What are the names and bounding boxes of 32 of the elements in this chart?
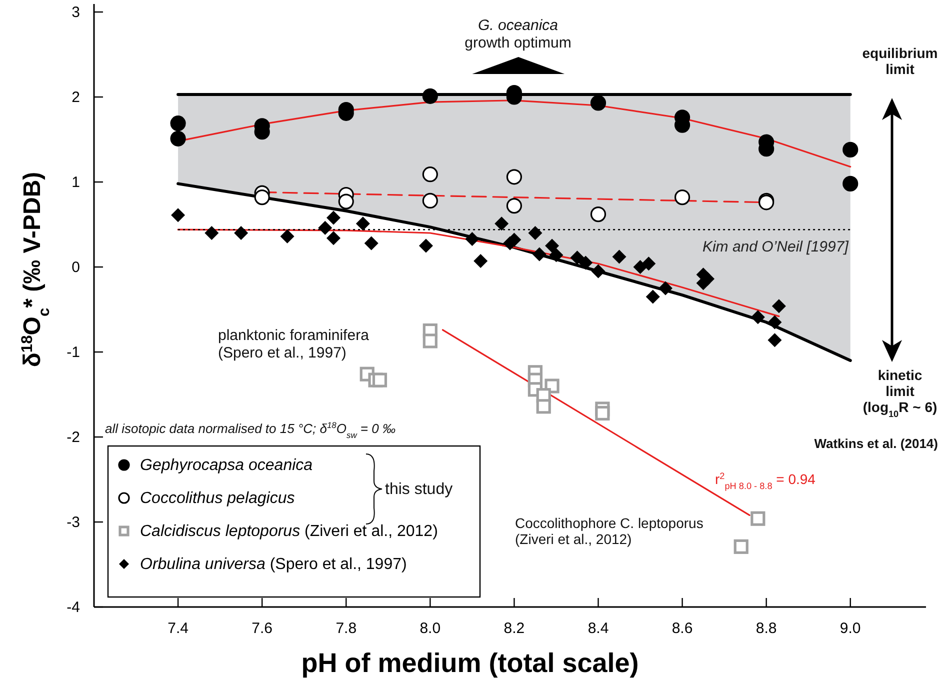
y-tick-label: 2 [72,89,80,106]
y-tick-label: 1 [72,174,80,191]
x-tick-label: 8.8 [756,620,777,637]
x-tick-label: 8.2 [504,620,525,637]
x-tick-label: 8.4 [588,620,609,637]
annotation: Watkins et al. (2014) [814,436,938,451]
y-tick-label: -1 [66,344,80,361]
x-tick-label: 7.6 [252,620,273,637]
y-tick-label: -2 [66,429,80,446]
y-tick-label: 0 [72,259,80,276]
legend-label: Gephyrocapsa oceanica [140,457,313,474]
annotation: kinetic limit (log$_{10}$R ~ 6) [862,367,938,420]
y-tick-label: -4 [66,599,80,616]
annotation: G. oceanica growth optimum [464,17,572,52]
x-tick-label: 9.0 [840,620,861,637]
annotation: r$^{2}$$_{pH 8.0 - 8.8}$ = 0.94 [715,471,816,491]
legend-label: Orbulina universa (Spero et al., 1997) [140,556,407,573]
annotation: Coccolithophore C. leptoporus (Ziveri et al., 2012) [515,515,704,548]
annotation: planktonic foraminifera (Spero et al., 1997) [218,327,370,362]
x-tick-label: 8.6 [672,620,693,637]
x-axis-title: pH of medium (total scale) [301,648,639,678]
legend-label: Calcidiscus leptoporus (Ziveri et al., 2012) [140,523,438,540]
x-tick-label: 7.8 [336,620,357,637]
x-tick-label: 8.0 [420,620,441,637]
ref-line-label: Kim and O’Neil [1997] [702,238,850,256]
x-tick-label: 7.4 [168,620,188,637]
legend-label: Coccolithus pelagicus [140,490,295,507]
annotation: equilibrium limit [862,45,938,78]
y-tick-label: -3 [66,514,80,531]
annotation: all isotopic data normalised to 15 °C; δ$^{18}$O$_{sw}$ = 0 ‰ [105,420,396,440]
y-tick-label: 3 [72,4,80,21]
annotation: this study [385,481,453,498]
